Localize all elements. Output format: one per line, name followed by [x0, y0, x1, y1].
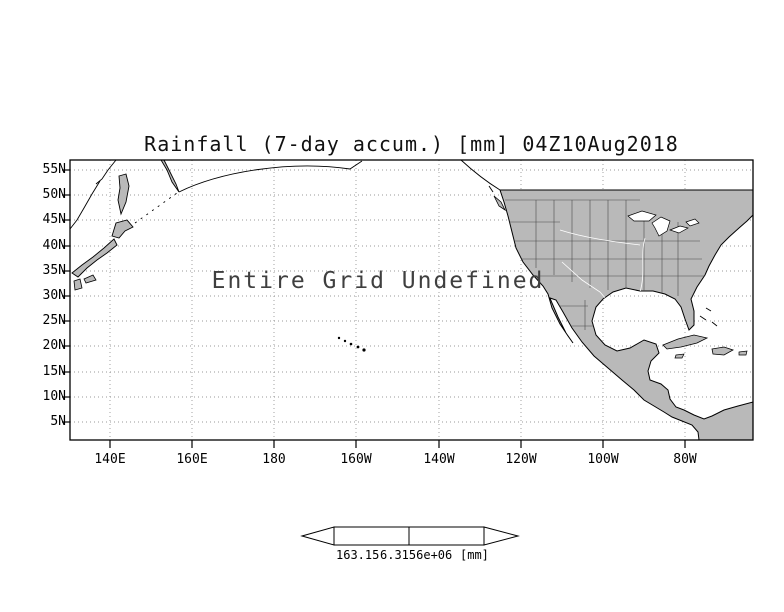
aleutian-arc [178, 160, 363, 193]
cuba-island [662, 334, 709, 350]
lat-label-25n: 25N [42, 313, 66, 328]
jamaica-island [674, 353, 685, 359]
sakhalin-island [117, 173, 130, 216]
lon-label-100w: 100W [587, 452, 619, 467]
puerto-rico-island [738, 350, 748, 356]
honshu-island [71, 238, 118, 278]
lat-label-55n: 55N [42, 162, 66, 177]
haida-gwaii-island [488, 185, 494, 193]
kuril-islands [134, 192, 178, 224]
colorbar-tick-label-low: 163.15 [336, 548, 380, 562]
lat-label-5n: 5N [50, 414, 66, 429]
shikoku-island [83, 274, 97, 284]
kamchatka-peninsula [160, 159, 180, 193]
great-lakes [627, 210, 700, 237]
lat-label-35n: 35N [42, 263, 66, 278]
lat-label-30n: 30N [42, 288, 66, 303]
lat-label-50n: 50N [42, 187, 66, 202]
colorbar-tick-label-high: 6.3156e+06 [380, 548, 453, 562]
lat-label-45n: 45N [42, 212, 66, 227]
caribbean-islands [662, 307, 748, 359]
asia-coastlines [69, 159, 180, 291]
kyushu-island [73, 278, 83, 291]
map-frame [69, 159, 754, 441]
alaska-bc-coastline [460, 159, 501, 191]
colorbar-left-arrow [300, 526, 335, 546]
okhotsk-coast [95, 159, 117, 185]
lon-label-180: 180 [262, 452, 286, 467]
lat-label-20n: 20N [42, 338, 66, 353]
plot-title: Rainfall (7-day accum.) [mm] 04Z10Aug201… [144, 132, 679, 156]
hispaniola-island [711, 346, 734, 356]
lat-label-10n: 10N [42, 389, 66, 404]
lat-label-15n: 15N [42, 364, 66, 379]
colorbar-shape [300, 526, 520, 546]
primorye-coast [69, 180, 101, 230]
rivers [559, 229, 646, 300]
lon-label-140e: 140E [94, 452, 126, 467]
undefined-grid-message: Entire Grid Undefined [211, 268, 545, 294]
colorbar-units-label: [mm] [460, 548, 489, 562]
lat-label-40n: 40N [42, 238, 66, 253]
lon-label-160e: 160E [176, 452, 208, 467]
bahamas-islands [699, 307, 718, 327]
axis-ticks [62, 169, 686, 448]
lon-label-140w: 140W [423, 452, 455, 467]
lon-label-80w: 80W [673, 452, 697, 467]
vancouver-island [493, 195, 507, 212]
colorbar-right-arrow [483, 526, 520, 546]
lon-label-120w: 120W [505, 452, 537, 467]
hokkaido-island [111, 219, 134, 239]
hawaiian-islands [337, 336, 366, 352]
state-borders [505, 199, 706, 330]
north-america-landmass [499, 189, 754, 441]
lon-label-160w: 160W [340, 452, 372, 467]
